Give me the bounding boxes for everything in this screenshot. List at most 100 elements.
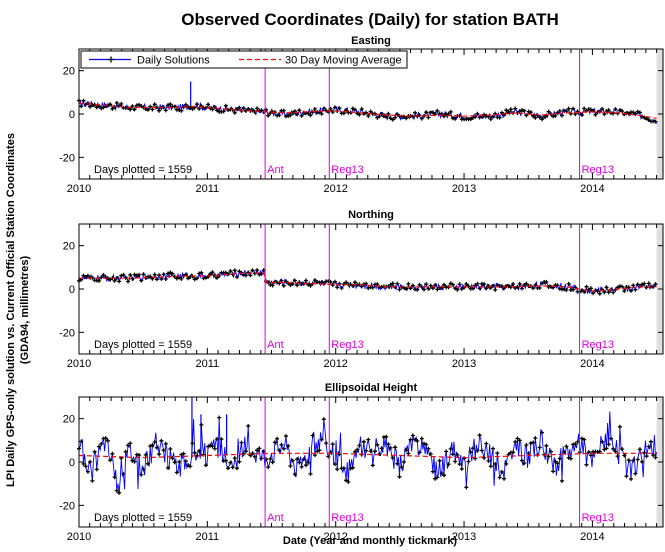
- daily-marker: [446, 462, 451, 467]
- daily-marker: [413, 437, 418, 442]
- daily-marker: [232, 110, 237, 115]
- daily-marker: [88, 459, 93, 464]
- daily-marker: [141, 272, 146, 277]
- daily-marker: [377, 114, 382, 119]
- daily-marker: [304, 463, 308, 468]
- daily-marker: [419, 116, 424, 121]
- daily-marker: [419, 436, 424, 441]
- daily-marker: [235, 107, 239, 112]
- daily-marker: [177, 459, 182, 464]
- daily-marker: [464, 485, 469, 490]
- daily-marker: [81, 273, 86, 278]
- x-tick-label: 2011: [196, 183, 220, 195]
- daily-marker: [206, 444, 211, 449]
- daily-marker: [137, 453, 142, 458]
- subplot-title: Easting: [351, 35, 391, 47]
- daily-marker: [620, 109, 625, 114]
- daily-marker: [277, 448, 282, 453]
- daily-marker: [468, 450, 473, 455]
- daily-marker: [571, 106, 576, 111]
- daily-marker: [459, 466, 464, 471]
- daily-marker: [602, 447, 607, 452]
- daily-marker: [223, 103, 228, 108]
- daily-marker: [390, 456, 395, 460]
- daily-marker: [333, 462, 337, 467]
- daily-marker: [366, 437, 371, 442]
- daily-marker: [108, 277, 113, 282]
- daily-marker: [154, 277, 159, 282]
- daily-marker: [430, 469, 435, 474]
- daily-marker: [152, 272, 157, 277]
- daily-marker: [370, 463, 375, 468]
- daily-marker: [192, 277, 197, 282]
- daily-marker: [491, 283, 495, 288]
- daily-marker: [415, 439, 420, 443]
- x-tick-label: 2011: [196, 358, 220, 370]
- daily-marker: [190, 107, 195, 111]
- daily-marker: [426, 446, 431, 451]
- daily-marker: [626, 458, 631, 463]
- daily-marker: [517, 438, 522, 443]
- daily-marker: [344, 280, 349, 285]
- daily-marker: [560, 113, 564, 118]
- daily-marker: [517, 281, 522, 286]
- daily-marker: [584, 462, 589, 467]
- daily-marker: [308, 113, 313, 118]
- event-label: Reg13: [582, 339, 614, 351]
- daily-marker: [121, 471, 126, 476]
- daily-marker: [482, 455, 487, 460]
- daily-marker: [502, 476, 507, 481]
- daily-marker: [306, 460, 311, 465]
- daily-marker: [555, 283, 560, 288]
- daily-marker: [404, 286, 409, 291]
- daily-marker: [528, 441, 533, 446]
- daily-marker: [188, 105, 193, 110]
- subplot-northing: Northing Ant Reg13 Reg13 Days plotted = 1559…: [59, 209, 664, 370]
- daily-marker: [232, 268, 237, 273]
- daily-marker: [435, 108, 440, 113]
- daily-marker: [83, 102, 88, 107]
- daily-marker: [241, 106, 246, 111]
- daily-marker: [97, 444, 101, 449]
- daily-marker: [597, 291, 602, 296]
- daily-marker: [408, 437, 413, 442]
- daily-marker: [364, 281, 369, 286]
- daily-marker: [174, 276, 179, 281]
- daily-marker: [166, 271, 170, 276]
- daily-marker: [259, 456, 264, 461]
- daily-marker: [395, 281, 400, 286]
- daily-marker: [297, 460, 302, 465]
- daily-marker: [537, 286, 542, 290]
- daily-marker: [132, 459, 137, 464]
- legend-moving-average-label: 30 Day Moving Average: [285, 55, 402, 67]
- daily-marker: [186, 276, 191, 281]
- daily-marker: [651, 284, 656, 289]
- daily-marker: [482, 112, 487, 117]
- daily-marker: [424, 110, 429, 115]
- daily-marker: [119, 101, 124, 106]
- daily-marker: [130, 458, 135, 463]
- daily-solution-markers: [77, 268, 658, 296]
- daily-marker: [83, 274, 88, 279]
- daily-marker: [566, 455, 571, 460]
- daily-marker: [640, 459, 645, 464]
- daily-marker: [588, 107, 593, 112]
- subplot-ellipsoidal-height: Ellipsoidal Height Ant Reg13 Reg13 Days plot…: [59, 382, 664, 543]
- daily-marker: [580, 113, 584, 117]
- daily-marker: [288, 113, 293, 118]
- daily-marker: [448, 109, 453, 114]
- daily-marker: [493, 287, 498, 292]
- daily-marker: [546, 454, 551, 459]
- daily-marker: [257, 446, 262, 451]
- daily-marker: [250, 268, 255, 273]
- daily-marker: [653, 455, 658, 460]
- daily-marker: [132, 272, 137, 277]
- daily-marker: [97, 278, 101, 283]
- daily-marker: [161, 272, 166, 277]
- moving-average-line: [79, 272, 657, 292]
- daily-marker: [295, 283, 300, 288]
- daily-marker: [317, 448, 322, 453]
- daily-marker: [154, 445, 159, 450]
- daily-marker: [123, 449, 128, 454]
- event-label: Reg13: [582, 164, 614, 176]
